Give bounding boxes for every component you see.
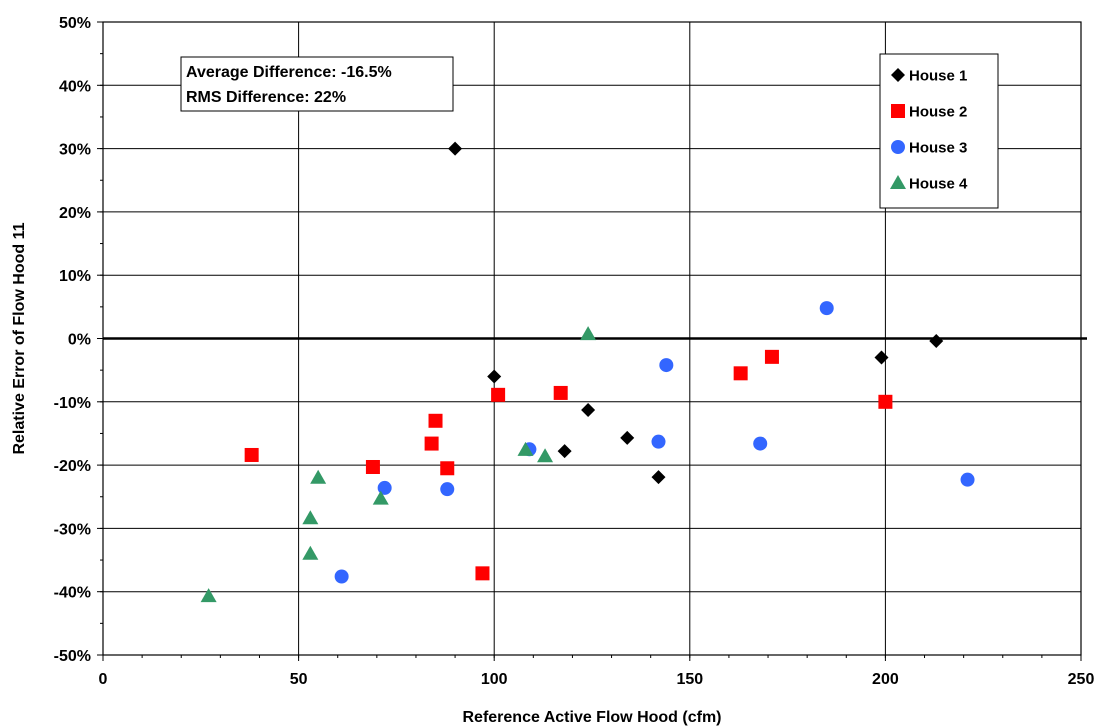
data-point — [491, 387, 506, 402]
data-point — [659, 358, 674, 373]
y-axis-tick-labels: -50% -40% -30% -20% -10% 0% 10% 20% 30% 40% 50% — [54, 15, 91, 665]
y-tick-label: 20% — [59, 205, 91, 222]
y-tick-label: -30% — [54, 521, 91, 538]
data-point — [487, 369, 502, 384]
legend-label: House 1 — [909, 68, 967, 85]
legend-marker — [891, 104, 905, 118]
data-point — [475, 566, 490, 581]
y-tick-label: 30% — [59, 142, 91, 159]
data-point — [440, 461, 455, 476]
y-tick-label: -40% — [54, 585, 91, 602]
y-tick-label: 40% — [59, 78, 91, 95]
y-tick-label: 0% — [68, 332, 91, 349]
y-tick-label: 10% — [59, 268, 91, 285]
data-point — [537, 448, 554, 463]
data-point — [557, 444, 572, 459]
series-house-4 — [200, 326, 597, 603]
data-point — [302, 545, 319, 560]
x-tick-label: 100 — [481, 671, 508, 688]
data-point — [553, 385, 568, 400]
legend-marker — [890, 175, 906, 189]
data-point — [424, 436, 439, 451]
legend-label: House 2 — [909, 104, 967, 121]
data-point — [310, 469, 327, 484]
data-point — [334, 569, 349, 584]
x-axis-tick-labels: 0 50 100 150 200 250 — [99, 671, 1095, 688]
data-point — [819, 301, 834, 316]
series-house-2 — [244, 349, 893, 581]
data-points — [200, 141, 975, 603]
y-axis-title: Relative Error of Flow Hood 11 — [11, 222, 28, 454]
y-tick-label: -10% — [54, 395, 91, 412]
data-point — [960, 472, 975, 487]
data-point — [302, 510, 319, 525]
x-tick-label: 50 — [290, 671, 308, 688]
y-tick-label: 50% — [59, 15, 91, 32]
x-tick-label: 0 — [99, 671, 108, 688]
data-point — [440, 482, 455, 497]
data-point — [929, 334, 944, 349]
legend-marker — [891, 140, 905, 154]
series-house-1 — [448, 141, 944, 485]
y-tick-label: -20% — [54, 458, 91, 475]
x-tick-label: 150 — [676, 671, 703, 688]
data-point — [753, 436, 768, 451]
x-tick-label: 250 — [1068, 671, 1095, 688]
stats-annotation-box: Average Difference: -16.5% RMS Differenc… — [180, 56, 454, 112]
data-point — [651, 470, 666, 485]
legend-label: House 3 — [909, 140, 967, 157]
data-point — [365, 459, 380, 474]
data-point — [581, 403, 596, 418]
data-point — [200, 588, 217, 603]
legend-label: House 4 — [909, 176, 968, 193]
data-point — [372, 490, 389, 505]
axis-ticks — [97, 21, 1082, 661]
data-point — [651, 434, 666, 449]
data-point — [878, 394, 893, 409]
y-tick-label: -50% — [54, 648, 91, 665]
data-point — [428, 413, 443, 428]
legend: House 1 House 2 House 3 House 4 — [879, 53, 999, 209]
data-point — [517, 441, 534, 456]
data-point — [874, 350, 889, 365]
data-point — [733, 366, 748, 381]
legend-marker — [891, 68, 905, 82]
x-axis-title: Reference Active Flow Hood (cfm) — [462, 709, 721, 726]
data-point — [620, 430, 635, 445]
rms-difference-text: RMS Difference: 22% — [186, 89, 346, 106]
data-point — [580, 326, 597, 341]
data-point — [448, 141, 463, 156]
x-tick-label: 200 — [872, 671, 899, 688]
average-difference-text: Average Difference: -16.5% — [186, 64, 392, 81]
data-point — [764, 349, 779, 364]
data-point — [244, 447, 259, 462]
